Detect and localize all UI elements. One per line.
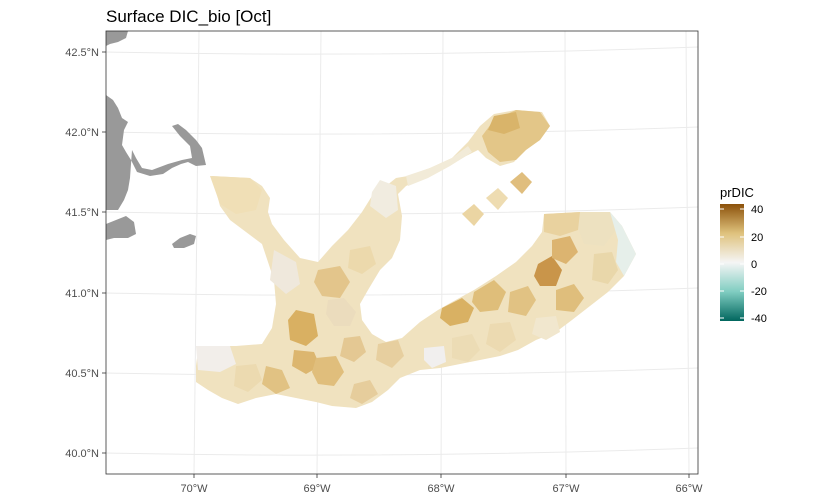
legend-tick-label: -40 [751, 313, 767, 325]
legend-tick-marks [720, 208, 744, 319]
y-axis: 42.5°N 42.0°N 41.5°N 41.0°N 40.5°N 40.0°… [65, 47, 106, 460]
x-axis: 70°W 69°W 68°W 67°W 66°W [180, 474, 703, 495]
x-tick-label: 68°W [427, 483, 455, 495]
prdic-cell [292, 350, 320, 374]
prdic-field [196, 110, 636, 408]
prdic-cell [508, 286, 536, 316]
prdic-cell [578, 212, 616, 246]
x-tick-label: 67°W [552, 483, 580, 495]
prdic-cell [376, 340, 404, 368]
prdic-cell [348, 246, 376, 274]
x-tick-label: 66°W [675, 483, 703, 495]
land-cape-cod [106, 95, 206, 210]
grid-line-lat-41-0 [106, 287, 698, 296]
prdic-cell [288, 310, 318, 346]
prdic-cell [424, 346, 446, 368]
prdic-cell [452, 334, 480, 362]
legend-tick-label: 40 [751, 204, 763, 216]
y-tick-label: 41.0°N [65, 288, 99, 300]
legend-colorbar [720, 204, 744, 321]
prdic-cell [350, 380, 378, 404]
prdic-cell [406, 146, 472, 186]
prdic-cell [326, 298, 356, 326]
legend-tick-label: -20 [751, 286, 767, 298]
legend-tick-label: 0 [751, 259, 757, 271]
y-tick-label: 42.5°N [65, 47, 99, 59]
y-tick-label: 40.0°N [65, 448, 99, 460]
prdic-cell [592, 252, 618, 284]
x-tick-label: 70°W [180, 483, 208, 495]
prdic-cell [510, 172, 532, 194]
prdic-cell [312, 356, 344, 386]
legend-title: prDIC [720, 185, 754, 200]
grid-line-lat-42-5 [106, 46, 698, 55]
prdic-cell [556, 284, 584, 312]
prdic-cell [262, 366, 290, 394]
x-tick-label: 69°W [303, 483, 331, 495]
prdic-cell [270, 250, 300, 294]
panel-border [105, 30, 699, 475]
prdic-cell [196, 346, 236, 372]
grid-line-lon-66 [685, 31, 690, 474]
y-tick-label: 41.5°N [65, 207, 99, 219]
y-tick-label: 40.5°N [65, 368, 99, 380]
land [106, 31, 206, 248]
y-tick-label: 42.0°N [65, 127, 99, 139]
prdic-cell [472, 280, 506, 312]
prdic-cell [234, 364, 262, 392]
grid-line-lon-70 [193, 31, 200, 474]
legend-tick-label: 20 [751, 232, 763, 244]
prdic-cell [340, 336, 366, 362]
prdic-cell [610, 212, 636, 276]
prdic-cell [210, 176, 262, 214]
prdic-cell [440, 298, 474, 326]
prdic-cell [534, 256, 562, 286]
grid-line-lon-68 [440, 31, 444, 474]
land-north [106, 31, 128, 46]
prdic-cell [314, 266, 350, 298]
map-content [106, 31, 698, 474]
legend: prDIC 40 20 0 -20 -40 [720, 185, 767, 325]
prdic-cell [486, 188, 508, 210]
land-marthas-vineyard [106, 216, 136, 240]
map-title: Surface DIC_bio [Oct] [106, 7, 271, 26]
prdic-cell [544, 212, 580, 236]
prdic-cell [486, 322, 516, 352]
grid-line-lat-40-0 [106, 447, 698, 456]
prdic-cell [532, 316, 560, 340]
land-nantucket [172, 234, 196, 248]
prdic-cell [370, 180, 398, 218]
prdic-cell [462, 204, 484, 226]
prdic-cell [488, 112, 520, 134]
prdic-cell [552, 236, 578, 264]
